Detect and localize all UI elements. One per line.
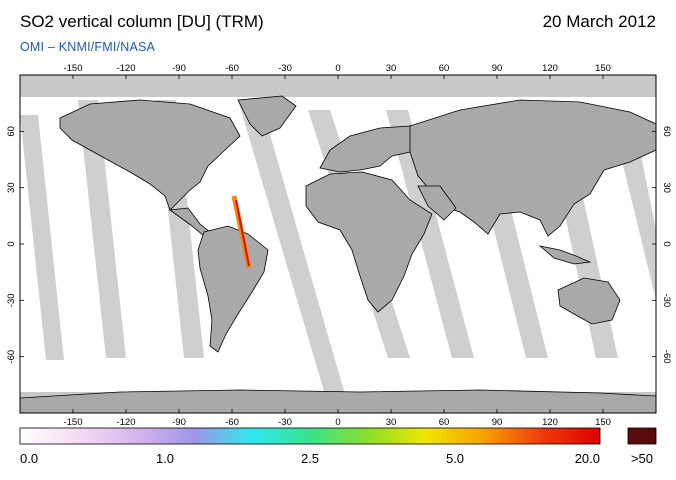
lat-tick-label-left: 30: [6, 182, 17, 193]
lon-tick-label-bottom: -150: [63, 417, 82, 428]
map-title: SO2 vertical column [DU] (TRM): [20, 12, 264, 31]
longitude-tickmarks: [72, 75, 604, 413]
greenland: [237, 95, 297, 137]
colorbar-tick-label: 2.5: [300, 451, 320, 466]
longitude-labels-top: -150 -120 -90 -60 -30 0 30 60 90 120 150: [63, 63, 610, 74]
lon-tick-label-top: -90: [172, 63, 186, 74]
lat-tick-label-right: -60: [661, 350, 672, 364]
lon-tick-label-bottom: 30: [386, 417, 397, 428]
lat-tick-label-right: 60: [661, 126, 672, 137]
lat-tick-label-right: -30: [661, 293, 672, 307]
lon-tick-label-top: -60: [225, 63, 239, 74]
lon-tick-label-bottom: 150: [595, 417, 611, 428]
polar-nodata-north: [20, 75, 656, 97]
colorbar: [19, 427, 601, 445]
lat-tick-label-left: 0: [6, 241, 17, 246]
lat-tick-label-right: 30: [661, 182, 672, 193]
colorbar-tick-label: 0.0: [20, 451, 39, 466]
lon-tick-label-bottom: 120: [542, 417, 558, 428]
colorbar-tick-label: 20.0: [574, 451, 600, 466]
so2-swath-core: [235, 199, 250, 267]
lon-tick-label-bottom: -30: [278, 417, 292, 428]
lon-tick-label-top: 90: [492, 63, 503, 74]
map-frame: [19, 74, 657, 414]
lon-tick-label-top: 30: [386, 63, 397, 74]
lat-tick-label-left: 60: [6, 126, 17, 137]
lon-tick-label-top: 60: [439, 63, 450, 74]
south-america: [197, 225, 269, 353]
colorbar-overflow-label: >50: [630, 451, 654, 466]
lon-tick-label-bottom: 0: [335, 417, 340, 428]
lon-tick-label-bottom: -120: [116, 417, 135, 428]
latitude-labels-left: 60 30 0 -30 -60: [6, 126, 17, 363]
lon-tick-label-top: -120: [116, 63, 135, 74]
lon-tick-label-bottom: -90: [172, 417, 186, 428]
lon-tick-label-top: 150: [595, 63, 611, 74]
lat-tick-label-right: 0: [661, 241, 672, 246]
lon-tick-label-bottom: 60: [439, 417, 450, 428]
lon-tick-label-top: -30: [278, 63, 292, 74]
australia: [557, 277, 621, 325]
lon-tick-label-top: 120: [542, 63, 558, 74]
latitude-tickmarks: [20, 130, 656, 358]
data-source-credit: OMI – KNMI/FMI/NASA: [20, 40, 156, 54]
africa: [305, 171, 433, 313]
colorbar-tick-label: 1.0: [155, 451, 175, 466]
north-america: [59, 99, 241, 211]
antarctica: [20, 389, 656, 413]
lat-tick-label-left: -30: [6, 293, 17, 307]
map-date: 20 March 2012: [542, 12, 656, 31]
latitude-labels-right: 60 30 0 -30 -60: [661, 126, 672, 363]
longitude-labels-bottom: -150 -120 -90 -60 -30 0 30 60 90 120 150: [63, 417, 610, 428]
lon-tick-label-top: -150: [63, 63, 82, 74]
lon-tick-label-top: 0: [335, 63, 340, 74]
lon-tick-label-bottom: -60: [225, 417, 239, 428]
colorbar-overflow-swatch: [627, 427, 657, 445]
lon-tick-label-bottom: 90: [492, 417, 503, 428]
arabia: [417, 185, 457, 221]
indonesia: [538, 245, 592, 265]
colorbar-tick-label: 5.0: [445, 451, 465, 466]
continents: [20, 95, 656, 413]
lat-tick-label-left: -60: [6, 350, 17, 364]
